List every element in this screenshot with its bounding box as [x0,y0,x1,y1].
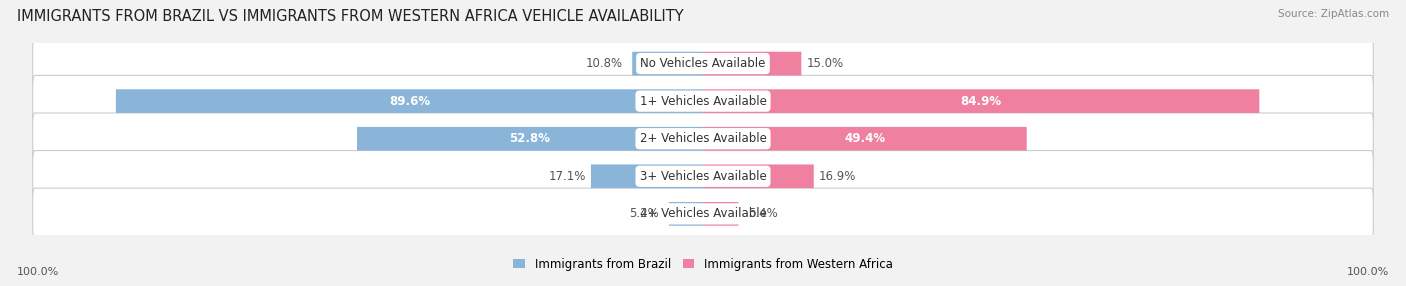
FancyBboxPatch shape [357,127,703,150]
FancyBboxPatch shape [703,127,1026,150]
FancyBboxPatch shape [703,89,1260,113]
Text: 100.0%: 100.0% [17,267,59,277]
FancyBboxPatch shape [32,76,1374,127]
Text: 10.8%: 10.8% [585,57,623,70]
FancyBboxPatch shape [115,89,703,113]
FancyBboxPatch shape [32,150,1374,202]
Text: 52.8%: 52.8% [509,132,551,145]
Text: 5.4%: 5.4% [748,207,778,220]
Text: Source: ZipAtlas.com: Source: ZipAtlas.com [1278,9,1389,19]
Text: 5.2%: 5.2% [630,207,659,220]
Text: 17.1%: 17.1% [548,170,586,183]
Text: IMMIGRANTS FROM BRAZIL VS IMMIGRANTS FROM WESTERN AFRICA VEHICLE AVAILABILITY: IMMIGRANTS FROM BRAZIL VS IMMIGRANTS FRO… [17,9,683,23]
Text: 84.9%: 84.9% [960,95,1001,108]
Text: 49.4%: 49.4% [844,132,886,145]
Text: 1+ Vehicles Available: 1+ Vehicles Available [640,95,766,108]
FancyBboxPatch shape [32,38,1374,89]
Text: 89.6%: 89.6% [389,95,430,108]
Text: 15.0%: 15.0% [807,57,844,70]
Text: 4+ Vehicles Available: 4+ Vehicles Available [640,207,766,220]
Text: 100.0%: 100.0% [1347,267,1389,277]
Text: 3+ Vehicles Available: 3+ Vehicles Available [640,170,766,183]
FancyBboxPatch shape [703,202,738,226]
Text: No Vehicles Available: No Vehicles Available [640,57,766,70]
Text: 16.9%: 16.9% [818,170,856,183]
FancyBboxPatch shape [633,52,703,76]
FancyBboxPatch shape [669,202,703,226]
Text: 2+ Vehicles Available: 2+ Vehicles Available [640,132,766,145]
FancyBboxPatch shape [32,188,1374,240]
FancyBboxPatch shape [32,113,1374,164]
FancyBboxPatch shape [703,164,814,188]
Legend: Immigrants from Brazil, Immigrants from Western Africa: Immigrants from Brazil, Immigrants from … [513,258,893,271]
FancyBboxPatch shape [703,52,801,76]
FancyBboxPatch shape [591,164,703,188]
